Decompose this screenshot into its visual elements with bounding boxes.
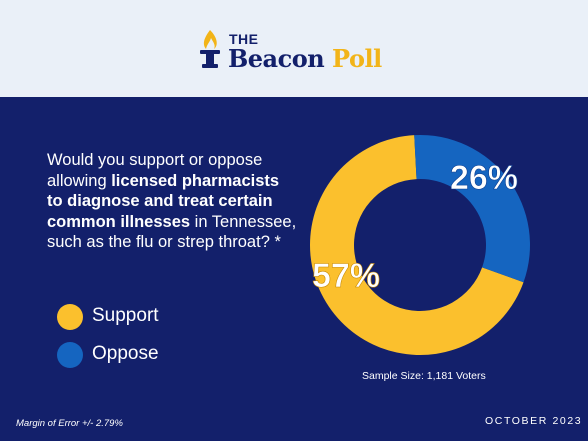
legend-swatch-support [57,304,83,330]
donut-slice-oppose [414,135,530,283]
poll-date: OCTOBER 2023 [485,415,583,427]
question-prefix: Would you support or oppose allowing [47,151,263,190]
legend-swatch-oppose [57,342,83,368]
legend-label-support: Support [92,305,159,326]
data-label-oppose: 26% [450,159,518,197]
logo-beacon: Beacon [228,44,325,73]
question-suffix: in Tennessee, such as the flu or strep t… [47,212,297,252]
question-emphasis: licensed pharmacists to diagnose and tre… [47,171,280,231]
data-label-support: 57% [312,257,380,295]
donut-slice-support [310,135,524,355]
logo-the: THE [229,31,259,47]
sample-size: Sample Size: 1,181 Voters [362,370,486,382]
logo-wordmark: Beacon Poll [228,44,382,73]
donut-chart: 57% 26% [310,135,530,355]
legend-label-oppose: Oppose [92,343,159,364]
header: THE Beacon Poll [0,0,588,97]
poll-question: Would you support or oppose allowing lic… [47,150,297,253]
logo-poll: Poll [332,44,382,73]
torch-icon [200,30,220,68]
margin-of-error: Margin of Error +/- 2.79% [16,418,123,429]
